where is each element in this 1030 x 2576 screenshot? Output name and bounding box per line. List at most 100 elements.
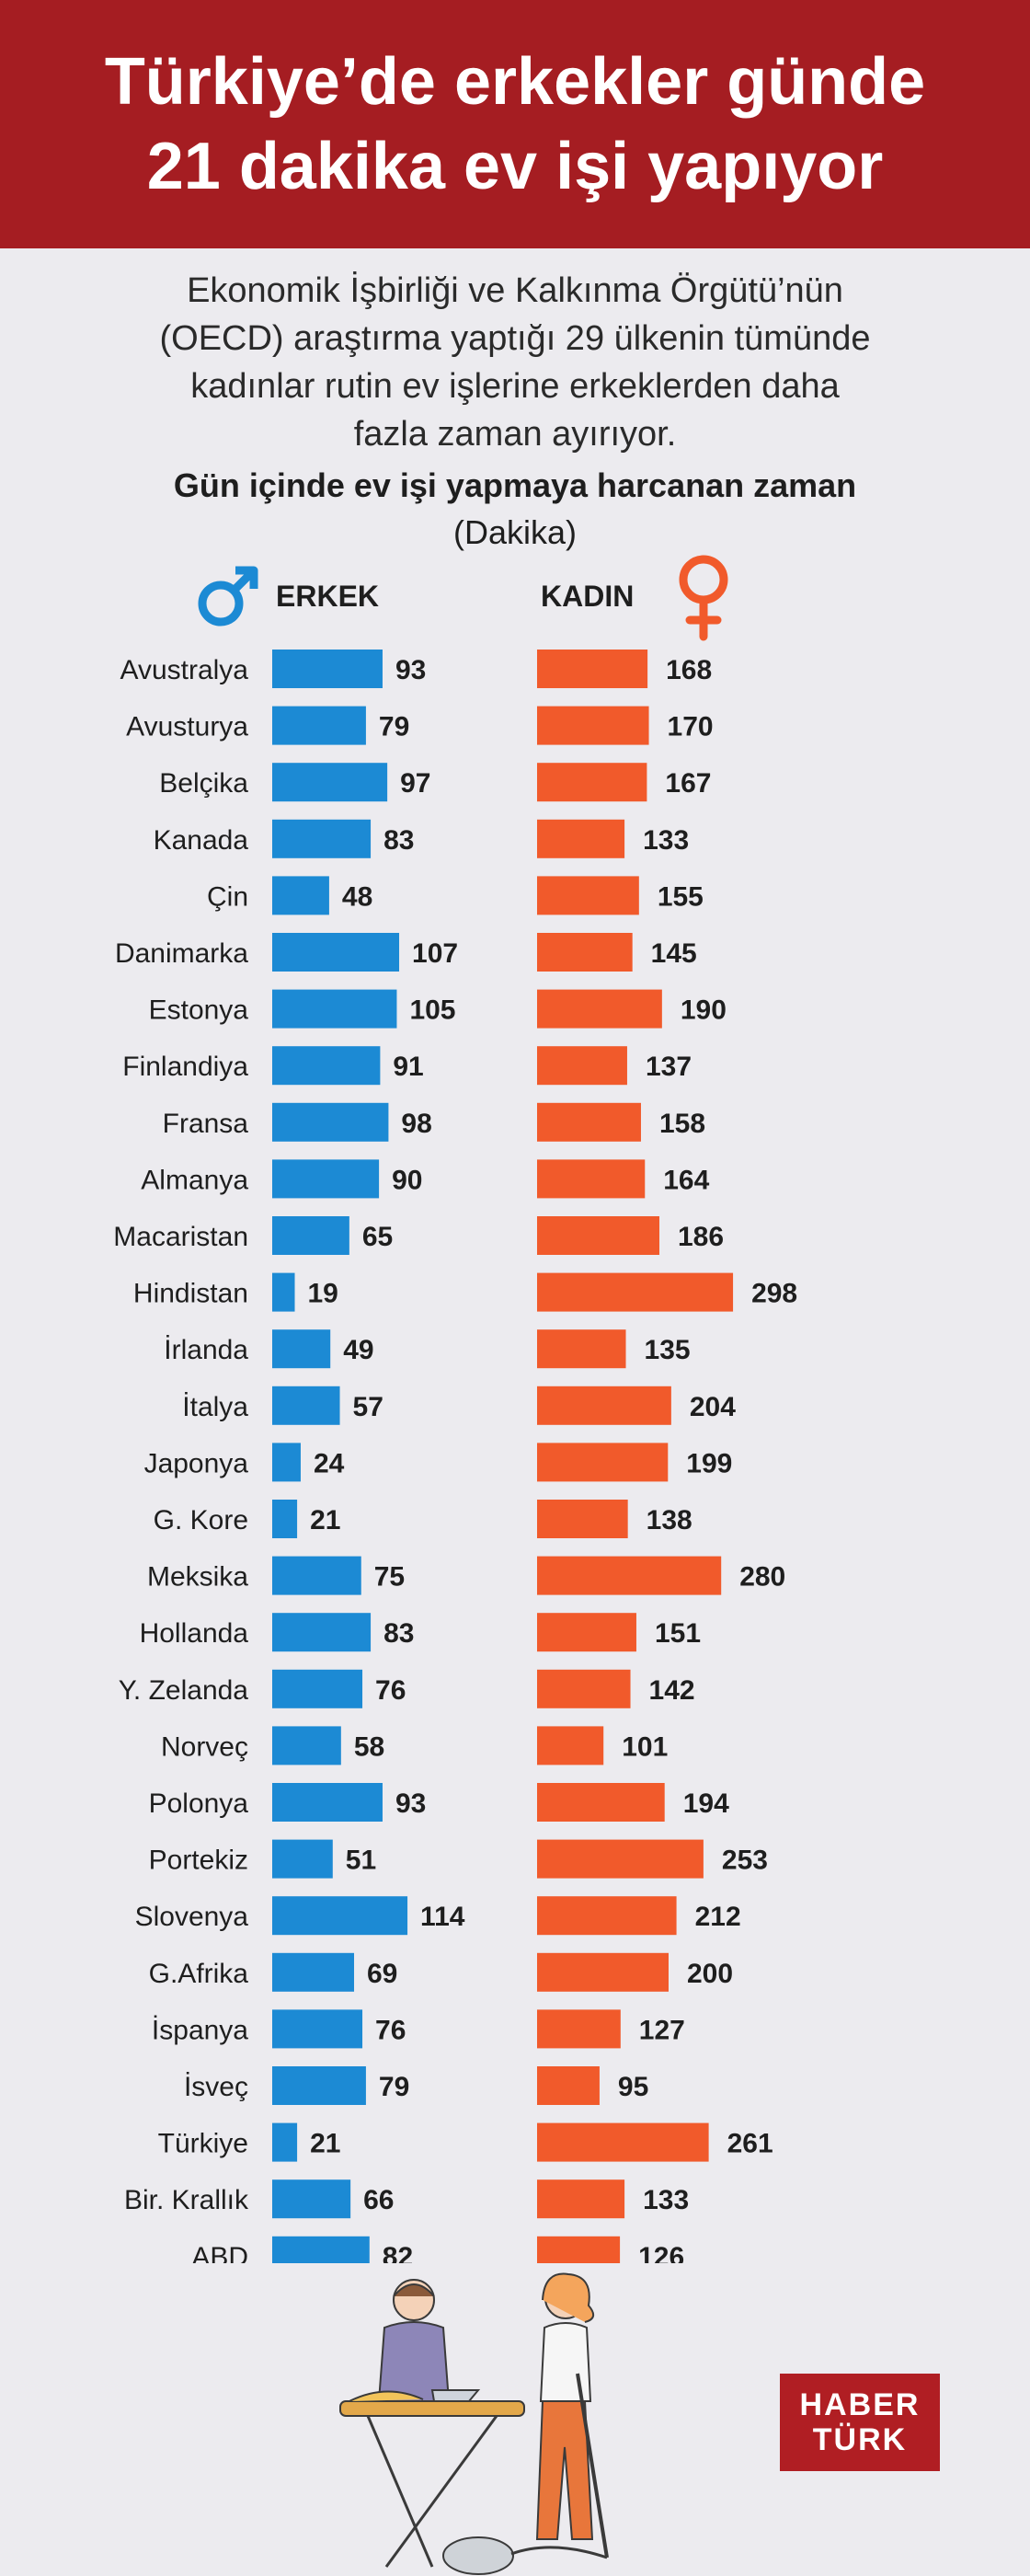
value-label-erkek: 19 (308, 1279, 338, 1309)
bar-erkek (272, 1500, 298, 1538)
bar-erkek (272, 1839, 333, 1879)
value-label-erkek: 51 (346, 1846, 376, 1876)
bar-erkek (272, 1669, 363, 1708)
haberturk-logo: HABER TÜRK (780, 2374, 940, 2471)
category-label: Estonya (149, 995, 249, 1026)
value-label-kadin: 133 (643, 2185, 689, 2215)
value-label-kadin: 167 (665, 768, 711, 799)
category-label: Japonya (144, 1448, 249, 1478)
value-label-kadin: 280 (739, 1562, 785, 1593)
bar-kadin (537, 1329, 626, 1369)
bar-erkek (272, 763, 388, 802)
bar-erkek (272, 1159, 380, 1199)
value-label-kadin: 95 (618, 2072, 648, 2102)
value-label-erkek: 107 (412, 938, 458, 969)
category-label: Çin (207, 881, 248, 912)
bar-erkek (272, 1046, 381, 1086)
bar-kadin (537, 819, 625, 858)
bar-erkek (272, 1329, 331, 1369)
bar-kadin (537, 1896, 677, 1936)
male-symbol-icon (198, 566, 258, 627)
bar-erkek (272, 819, 372, 858)
bar-erkek (272, 989, 397, 1029)
value-label-erkek: 75 (374, 1562, 405, 1593)
value-label-kadin: 126 (638, 2242, 684, 2263)
subtitle-line-4: fazla zaman ayırıyor. (353, 415, 677, 454)
logo-line-1: HABER (799, 2387, 921, 2422)
bar-kadin (537, 2066, 600, 2105)
value-label-kadin: 164 (663, 1165, 709, 1195)
bar-kadin (537, 989, 662, 1029)
bar-kadin (537, 1443, 669, 1482)
category-label: Hollanda (140, 1618, 249, 1649)
value-label-kadin: 133 (643, 825, 689, 856)
category-label: Norveç (161, 1731, 248, 1762)
category-label: ABD (191, 2242, 248, 2263)
bar-erkek (272, 1896, 408, 1936)
category-label: İtalya (182, 1392, 248, 1422)
bar-kadin (537, 1216, 659, 1255)
value-label-kadin: 186 (678, 1222, 724, 1252)
bar-kadin (537, 2009, 621, 2049)
bar-kadin (537, 1500, 628, 1538)
chart-unit: (Dakika) (452, 513, 577, 551)
value-label-kadin: 145 (651, 938, 697, 969)
bar-erkek (272, 1102, 389, 1142)
bar-kadin (537, 1102, 641, 1142)
bar-kadin (537, 2236, 621, 2263)
bar-kadin (537, 706, 649, 745)
bar-kadin (537, 1726, 604, 1765)
value-label-erkek: 97 (400, 768, 430, 799)
value-label-erkek: 76 (375, 2015, 406, 2045)
value-label-erkek: 93 (395, 655, 426, 685)
bar-erkek (272, 1443, 301, 1482)
category-label: Almanya (141, 1165, 248, 1195)
value-label-kadin: 151 (655, 1618, 701, 1649)
value-label-erkek: 76 (375, 1675, 406, 1706)
category-label: Kanada (154, 825, 249, 856)
value-label-erkek: 79 (379, 712, 409, 742)
bar-erkek (272, 1272, 295, 1312)
subtitle: Ekonomik İşbirliği ve Kalkınma Örgütü’nü… (55, 267, 975, 458)
bar-kadin (537, 1952, 669, 1992)
value-label-kadin: 253 (722, 1846, 768, 1876)
bar-erkek (272, 650, 383, 688)
category-label: Avusturya (126, 712, 248, 742)
bar-erkek (272, 2179, 351, 2219)
value-label-kadin: 137 (646, 1052, 692, 1082)
bar-kadin (537, 2179, 625, 2219)
category-label: Meksika (147, 1562, 248, 1593)
housework-bar-chart: Avustralya 93 168 Avusturya 79 170 Belçika 97 16… (113, 650, 797, 2263)
bar-kadin (537, 1613, 636, 1652)
category-label: Portekiz (149, 1846, 248, 1876)
bar-erkek (272, 1613, 372, 1652)
bar-kadin (537, 763, 647, 802)
subtitle-line-2: (OECD) araştırma yaptığı 29 ülkenin tümü… (159, 319, 871, 358)
bar-kadin (537, 1669, 631, 1708)
value-label-erkek: 49 (343, 1335, 373, 1365)
female-symbol-icon (679, 555, 728, 641)
bar-kadin (537, 1386, 671, 1425)
value-label-kadin: 190 (681, 995, 727, 1026)
value-label-kadin: 155 (658, 881, 704, 912)
bar-kadin (537, 2122, 709, 2162)
category-label: Belçika (159, 768, 248, 799)
value-label-kadin: 200 (687, 1959, 733, 1989)
value-label-kadin: 199 (686, 1448, 732, 1478)
value-label-kadin: 194 (683, 1788, 729, 1819)
category-label: Danimarka (115, 938, 248, 969)
value-label-kadin: 212 (695, 1902, 741, 1932)
category-label: Avustralya (120, 655, 248, 685)
category-label: İsveç (184, 2072, 248, 2102)
category-label: İrlanda (164, 1335, 248, 1365)
bar-erkek (272, 2009, 363, 2049)
value-label-erkek: 83 (383, 1618, 414, 1649)
subtitle-line-3: kadınlar rutin ev işlerine erkeklerden d… (190, 367, 840, 406)
category-label: Macaristan (113, 1222, 248, 1252)
bar-erkek (272, 2236, 370, 2263)
legend-label-female: KADIN (541, 580, 635, 613)
bar-erkek (272, 1556, 361, 1595)
bar-erkek (272, 706, 366, 745)
value-label-kadin: 168 (666, 655, 712, 685)
bar-kadin (537, 1046, 627, 1086)
